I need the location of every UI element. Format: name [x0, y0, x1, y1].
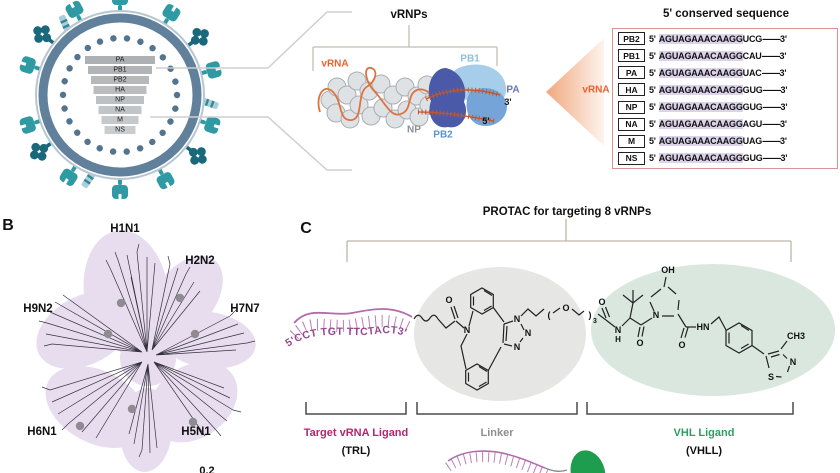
tree-node-dots — [75, 293, 200, 431]
atom-hn: HN — [697, 322, 710, 332]
vrnp-vrna-label: vRNA — [321, 58, 349, 70]
atom-o3: O — [598, 297, 605, 307]
segment-tag: PB2 — [618, 32, 645, 46]
atom-n-pro: N — [653, 310, 660, 320]
strain-h2n2: H2N2 — [185, 255, 215, 267]
virus-diagram — [19, 0, 352, 200]
strain-h6n1: H6N1 — [27, 426, 57, 438]
atom-n-thz: N — [790, 357, 797, 367]
linker-ellipse — [414, 267, 586, 401]
strain-h1n1: H1N1 — [110, 223, 140, 235]
table-row: PA 5' AGUAGAAACAAGGUAC---------3' — [613, 65, 837, 80]
atom-sub3: 3 — [593, 318, 597, 325]
strain-h9n2: H9N2 — [23, 303, 53, 315]
atom-oh: OH — [661, 265, 675, 275]
conserved-sequence-table: PB2 5' AGUAGAAACAAGGUCG---------3' PB1 5' AG… — [612, 28, 838, 169]
segment-label-pb2: PB2 — [113, 76, 127, 84]
table-row: PB1 5' AGUAGAAACAAGGCAU---------3' — [613, 48, 837, 63]
tree-clade-blobs — [36, 230, 256, 472]
atom-n2: N — [615, 325, 622, 335]
table-row: NS 5' AGUAGAAACAAGGGUG---------3' — [613, 151, 837, 166]
atom-n-tz1: N — [514, 314, 521, 324]
segment-label-pb1: PB1 — [113, 66, 127, 74]
atom-h1: H — [615, 335, 621, 344]
table-vrna-label: vRNA — [582, 84, 610, 96]
virus-envelope — [38, 13, 202, 177]
segment-tag: M — [618, 134, 645, 148]
segment-tag: NA — [618, 117, 645, 131]
vrnp-pb2-label: PB2 — [433, 129, 453, 141]
segment-label-pa: PA — [115, 56, 125, 64]
table-row: M 5' AGUAGAAACAAGGUAG---------3' — [613, 134, 837, 149]
vrnp-bracket — [312, 25, 498, 71]
vrnp-5prime-label: 5' — [482, 116, 490, 126]
atom-ch3: CH3 — [787, 331, 805, 341]
vrna-strand — [317, 67, 444, 121]
tree-branches — [38, 243, 256, 458]
segment-label-ha: HA — [115, 86, 125, 94]
segment-tag: HA — [618, 83, 645, 97]
atom-s: S — [768, 372, 774, 382]
atom-n-tz2: N — [525, 328, 532, 338]
chem-bonds — [413, 276, 791, 391]
segment-label-m: M — [117, 116, 123, 124]
svg-text:5'CCT TGT TTCTACT3': 5'CCT TGT TTCTACT3' — [283, 324, 408, 349]
vrnp-structure — [312, 25, 604, 146]
vhl-ellipse — [591, 264, 835, 396]
segment-tag: NS — [618, 151, 645, 165]
table-title: 5' conserved sequence — [662, 8, 790, 20]
segment-label-na: NA — [115, 106, 125, 114]
table-row: PB2 5' AGUAGAAACAAGGUCG---------3' — [613, 31, 837, 46]
segment-tag: PB1 — [618, 49, 645, 63]
segment-label-np: NP — [115, 96, 125, 104]
vrnp-3prime-label: 3' — [504, 97, 512, 107]
vhll-group-name: VHL Ligand — [673, 427, 735, 439]
trl-oligo: 5'CCT TGT TTCTACT3' — [283, 308, 416, 349]
group-brackets — [305, 402, 794, 415]
atom-n-tz3: N — [514, 342, 521, 352]
trl-group-abbr: (TRL) — [341, 445, 371, 457]
chem-atom-labels: O N N N N ( O ) 3 O N H O OH N O HN CH3 … — [445, 265, 805, 382]
trl-group-name: Target vRNA Ligand — [303, 427, 409, 439]
vrnp-title: vRNPs — [390, 9, 428, 21]
atom-o1: O — [445, 295, 452, 305]
vrnp-np-label: NP — [407, 124, 421, 136]
table-row: HA 5' AGUAGAAACAAGGGUG---------3' — [613, 82, 837, 97]
vrnp-pb1-label: PB1 — [460, 53, 480, 65]
panel-c-label: C — [300, 220, 312, 237]
bottom-cartoon — [445, 450, 606, 473]
atom-paren-l: ( — [548, 310, 551, 320]
protac-diagram: 5'CCT TGT TTCTACT3' — [283, 219, 835, 473]
segment-label-ns: NS — [115, 126, 125, 134]
segment-tag: NP — [618, 100, 645, 114]
atom-o5: O — [678, 340, 685, 350]
vhll-group-abbr: (VHLL) — [685, 445, 723, 457]
polymerase-complex — [417, 64, 507, 128]
vrna-arrow — [546, 38, 604, 146]
atom-n1: N — [464, 325, 471, 335]
virus-matrix-dots — [59, 34, 181, 156]
linker-group-name: Linker — [480, 427, 514, 439]
virus-segment-bars — [85, 56, 155, 134]
table-row: NP 5' AGUAGAAACAAGGGUG---------3' — [613, 100, 837, 115]
strain-h7n7: H7N7 — [230, 303, 260, 315]
panel-b-label: B — [2, 217, 14, 234]
protac-title-bracket — [346, 219, 792, 262]
table-row: NA 5' AGUAGAAACAAGGAGU---------3' — [613, 117, 837, 132]
strain-h5n1: H5N1 — [181, 426, 211, 438]
vrnp-pa-label: PA — [506, 84, 520, 96]
atom-o2: O — [562, 303, 569, 313]
trl-oligo-sequence: 5'CCT TGT TTCTACT3' — [283, 324, 408, 349]
phylogenetic-tree — [36, 230, 256, 472]
protac-title: PROTAC for targeting 8 vRNPs — [482, 206, 652, 218]
segment-tag: PA — [618, 66, 645, 80]
tree-scale-bar-value: 0.2 — [199, 465, 215, 473]
virus-callout-lines — [150, 11, 352, 171]
atom-o4: O — [636, 338, 643, 348]
atom-paren-r: ) — [589, 310, 592, 320]
